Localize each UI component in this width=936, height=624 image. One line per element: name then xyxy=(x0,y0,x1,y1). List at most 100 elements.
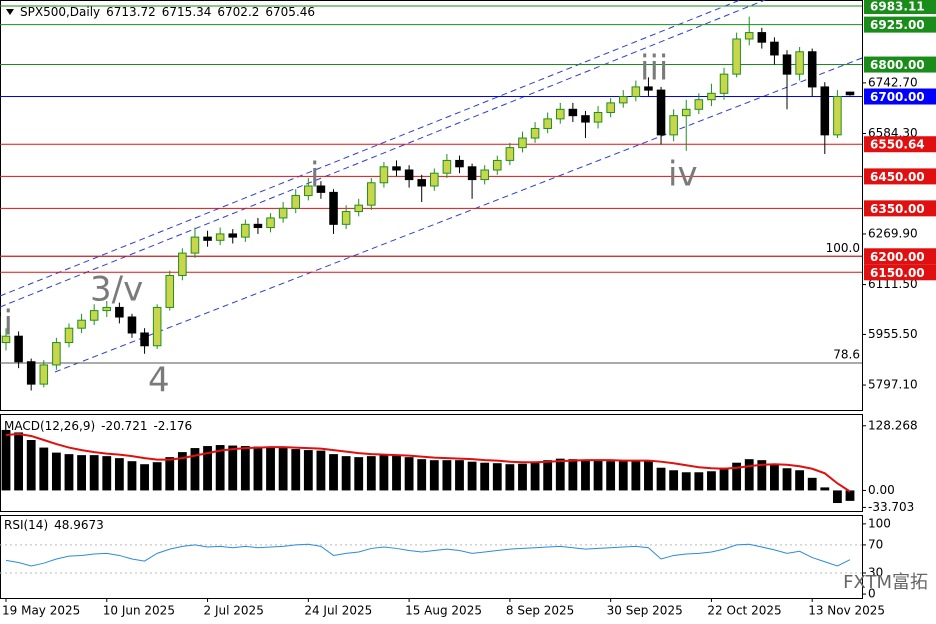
macd-bar xyxy=(719,467,729,491)
candle-body xyxy=(593,111,603,123)
wave-label: iii xyxy=(640,49,668,89)
y-tick-label: 6269.90 xyxy=(868,226,918,240)
macd-bar xyxy=(165,457,175,491)
candle-body xyxy=(404,169,414,181)
candle-body xyxy=(228,233,238,238)
y-tick-label: 6742.70 xyxy=(868,75,918,89)
x-tick-label: 2 Jul 2025 xyxy=(204,604,264,618)
watermark: FXTM富拓 xyxy=(843,572,928,593)
macd-bar xyxy=(215,445,225,491)
x-tick-label: 24 Jul 2025 xyxy=(304,604,372,618)
candle-body xyxy=(467,166,477,181)
macd-panel xyxy=(0,414,863,512)
rsi-panel xyxy=(0,515,863,599)
macd-bar xyxy=(707,471,716,491)
level-label: 6200.00 xyxy=(870,250,925,264)
macd-bar xyxy=(152,462,162,491)
rsi-line xyxy=(5,543,851,567)
candle-body xyxy=(253,223,263,229)
macd-value: -20.721 xyxy=(101,419,147,433)
macd-bar xyxy=(14,432,24,491)
macd-bar xyxy=(278,448,288,491)
macd-bar xyxy=(429,460,439,491)
candle-body xyxy=(291,195,301,209)
candle-body xyxy=(127,316,137,334)
macd-bar xyxy=(505,464,515,491)
candle-body xyxy=(304,185,313,197)
macd-bar xyxy=(64,454,74,491)
x-tick-label: 19 May 2025 xyxy=(2,604,80,618)
macd-bar xyxy=(820,487,830,491)
x-tick-label: 30 Sep 2025 xyxy=(607,604,683,618)
x-tick-label: 15 Aug 2025 xyxy=(405,604,482,618)
macd-bar xyxy=(631,460,641,491)
level-box xyxy=(864,0,936,15)
candle-body xyxy=(845,91,855,96)
candle-body xyxy=(707,92,716,101)
level-label: 6350.00 xyxy=(870,202,925,216)
macd-bar xyxy=(240,446,250,491)
macd-bar xyxy=(669,470,679,491)
candle-body xyxy=(493,159,502,171)
macd-bar xyxy=(366,456,376,491)
macd-bar xyxy=(681,472,691,491)
macd-bar xyxy=(329,454,338,491)
candle-body xyxy=(354,204,363,213)
header-low: 6702.2 xyxy=(217,5,259,19)
y-tick-label: 100 xyxy=(868,516,891,530)
candle-body xyxy=(442,159,452,174)
candle-body xyxy=(430,172,439,187)
x-tick-label: 8 Sep 2025 xyxy=(506,604,574,618)
level-box xyxy=(864,248,936,265)
candle-body xyxy=(39,364,49,385)
channel-lower xyxy=(54,57,863,373)
macd-bar xyxy=(467,461,477,491)
candle-body xyxy=(833,96,842,136)
macd-bar xyxy=(782,468,792,491)
y-tick-label: 30 xyxy=(868,566,883,580)
level-label: 6700.00 xyxy=(870,90,925,104)
candle-body xyxy=(1,335,11,344)
level-box xyxy=(864,88,936,105)
x-tick-label: 10 Jun 2025 xyxy=(103,604,175,618)
candle-body xyxy=(732,38,741,75)
macd-bar xyxy=(442,460,452,491)
macd-bar xyxy=(253,446,263,491)
macd-bar xyxy=(795,470,805,491)
macd-bar xyxy=(26,440,36,491)
candle-body xyxy=(178,252,187,276)
candle-body xyxy=(681,108,691,117)
wave-label: iv xyxy=(668,155,698,195)
chart-title: SPX500,Daily xyxy=(20,5,100,19)
macd-bar xyxy=(114,458,124,491)
macd-bar xyxy=(732,462,742,491)
candle-body xyxy=(152,306,162,347)
candle-body xyxy=(379,166,389,184)
candle-body xyxy=(215,233,225,241)
y-tick-label: 0.00 xyxy=(868,483,895,497)
macd-bar xyxy=(618,461,628,491)
wave-label: i xyxy=(310,156,319,196)
macd-bar xyxy=(77,455,86,491)
candle-body xyxy=(329,191,338,225)
macd-bar xyxy=(228,445,238,491)
macd-bar xyxy=(593,460,603,491)
y-tick-label: -33.703 xyxy=(868,500,914,514)
candle-body xyxy=(782,54,792,75)
x-tick-label: 13 Nov 2025 xyxy=(808,604,885,618)
y-tick-label: 5955.50 xyxy=(868,327,918,341)
macd-bar xyxy=(845,490,855,501)
candle-body xyxy=(530,127,540,139)
fib-label: 100.0 xyxy=(826,241,860,255)
macd-bar xyxy=(832,490,842,504)
candle-body xyxy=(807,51,817,88)
candle-body xyxy=(14,335,23,363)
candle-body xyxy=(669,115,678,136)
level-label: 6450.00 xyxy=(870,170,925,184)
wave-label: 4 xyxy=(148,361,170,401)
macd-bar xyxy=(203,446,212,491)
macd-bar xyxy=(543,460,553,491)
candle-body xyxy=(568,108,578,117)
macd-bar xyxy=(392,455,401,491)
candle-body xyxy=(115,306,124,318)
